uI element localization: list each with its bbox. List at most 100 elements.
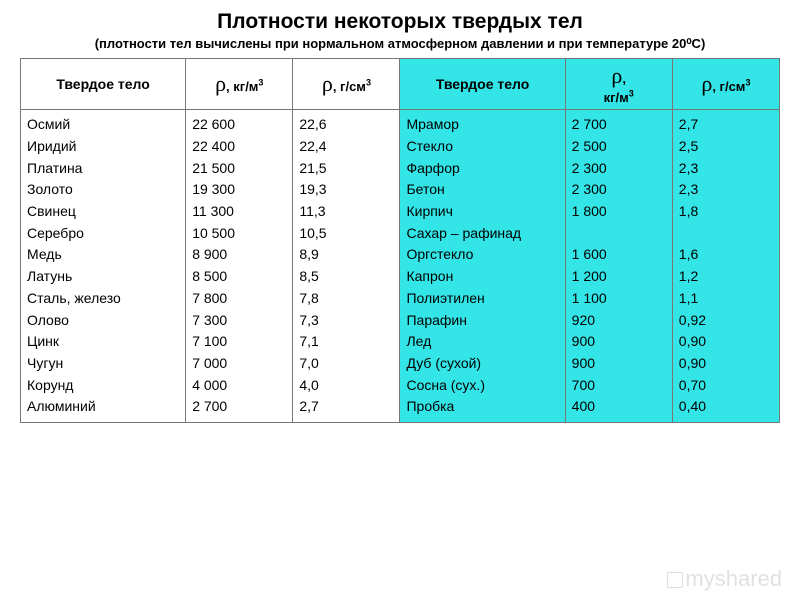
left-kg-cell: 22 60022 40021 50019 30011 30010 5008 90… (186, 110, 293, 423)
table-value: Парафин (406, 310, 558, 332)
col-header-rho-kg-left: ρ, кг/м3 (186, 59, 293, 110)
table-value: 1 800 (572, 201, 666, 223)
table-value: Дуб (сухой) (406, 353, 558, 375)
table-value: Капрон (406, 266, 558, 288)
table-value: 1,2 (679, 266, 773, 288)
watermark: myshared (667, 566, 782, 592)
table-value: 2,7 (299, 396, 393, 418)
table-value: 7 100 (192, 331, 286, 353)
table-value: 10 500 (192, 223, 286, 245)
table-value: 1,6 (679, 244, 773, 266)
table-value: Полиэтилен (406, 288, 558, 310)
col-header-material-right: Твердое тело (400, 59, 565, 110)
table-value: 7,0 (299, 353, 393, 375)
left-materials-cell: ОсмийИридийПлатинаЗолотоСвинецСереброМед… (21, 110, 186, 423)
col-header-rho-g-left: ρ, г/см3 (293, 59, 400, 110)
table-value: 7 800 (192, 288, 286, 310)
table-value: 900 (572, 331, 666, 353)
table-value: Иридий (27, 136, 179, 158)
table-value: Чугун (27, 353, 179, 375)
table-value (572, 223, 666, 245)
table-value: 4 000 (192, 375, 286, 397)
table-value: Кирпич (406, 201, 558, 223)
table-value: 2,7 (679, 114, 773, 136)
col-header-material-left: Твердое тело (21, 59, 186, 110)
table-value: 21 500 (192, 158, 286, 180)
table-value: Оргстекло (406, 244, 558, 266)
table-value (679, 223, 773, 245)
table-value: 21,5 (299, 158, 393, 180)
page-subtitle: (плотности тел вычислены при нормальном … (20, 36, 780, 52)
table-value: 8,5 (299, 266, 393, 288)
table-value: 7,8 (299, 288, 393, 310)
table-value: 11 300 (192, 201, 286, 223)
table-value: Латунь (27, 266, 179, 288)
table-value: 22,4 (299, 136, 393, 158)
table-value: Свинец (27, 201, 179, 223)
table-value: Корунд (27, 375, 179, 397)
table-value: 19 300 (192, 179, 286, 201)
table-value: 7,3 (299, 310, 393, 332)
col-header-rho-kg-right: ρ,кг/м3 (565, 59, 672, 110)
table-value: 2,5 (679, 136, 773, 158)
table-value: Мрамор (406, 114, 558, 136)
table-value: Осмий (27, 114, 179, 136)
table-value: 0,92 (679, 310, 773, 332)
table-value: 7 000 (192, 353, 286, 375)
table-value: 1 200 (572, 266, 666, 288)
table-value: 22,6 (299, 114, 393, 136)
table-value: 2 300 (572, 179, 666, 201)
table-value: 900 (572, 353, 666, 375)
table-value: 7,1 (299, 331, 393, 353)
table-value: Цинк (27, 331, 179, 353)
table-value: 2 700 (572, 114, 666, 136)
table-value: Золото (27, 179, 179, 201)
table-value: 22 400 (192, 136, 286, 158)
table-value: 0,90 (679, 331, 773, 353)
table-value: Сталь, железо (27, 288, 179, 310)
table-value: Лед (406, 331, 558, 353)
table-value: Пробка (406, 396, 558, 418)
page-title: Плотности некоторых твердых тел (20, 10, 780, 34)
table-value: 2 500 (572, 136, 666, 158)
table-value: 8 900 (192, 244, 286, 266)
table-value: Олово (27, 310, 179, 332)
density-table: Твердое тело ρ, кг/м3 ρ, г/см3 Твердое т… (20, 58, 780, 423)
table-value: 2 300 (572, 158, 666, 180)
table-value: Серебро (27, 223, 179, 245)
right-g-cell: 2,72,52,32,31,8 1,61,21,10,920,900,900,7… (672, 110, 779, 423)
table-value: 1 600 (572, 244, 666, 266)
table-value: Медь (27, 244, 179, 266)
table-value: Бетон (406, 179, 558, 201)
right-kg-cell: 2 7002 5002 3002 3001 800 1 6001 2001 10… (565, 110, 672, 423)
table-value: 4,0 (299, 375, 393, 397)
table-value: 920 (572, 310, 666, 332)
table-value: 1 100 (572, 288, 666, 310)
table-value: 0,40 (679, 396, 773, 418)
table-value: 1,1 (679, 288, 773, 310)
table-value: 8,9 (299, 244, 393, 266)
table-value: 1,8 (679, 201, 773, 223)
col-header-rho-g-right: ρ, г/см3 (672, 59, 779, 110)
table-value: 400 (572, 396, 666, 418)
table-value: 22 600 (192, 114, 286, 136)
table-value: 700 (572, 375, 666, 397)
table-value: 11,3 (299, 201, 393, 223)
table-value: 2,3 (679, 179, 773, 201)
table-value: 2,3 (679, 158, 773, 180)
table-value: 2 700 (192, 396, 286, 418)
left-g-cell: 22,622,421,519,311,310,58,98,57,87,37,17… (293, 110, 400, 423)
table-value: 0,90 (679, 353, 773, 375)
table-value: Стекло (406, 136, 558, 158)
right-materials-cell: МраморСтеклоФарфорБетонКирпичСахар – раф… (400, 110, 565, 423)
table-value: Сахар – рафинад (406, 223, 558, 245)
table-value: 8 500 (192, 266, 286, 288)
table-value: 0,70 (679, 375, 773, 397)
table-value: Платина (27, 158, 179, 180)
table-value: 19,3 (299, 179, 393, 201)
table-value: Алюминий (27, 396, 179, 418)
table-value: 7 300 (192, 310, 286, 332)
table-value: Сосна (сух.) (406, 375, 558, 397)
table-value: 10,5 (299, 223, 393, 245)
table-value: Фарфор (406, 158, 558, 180)
